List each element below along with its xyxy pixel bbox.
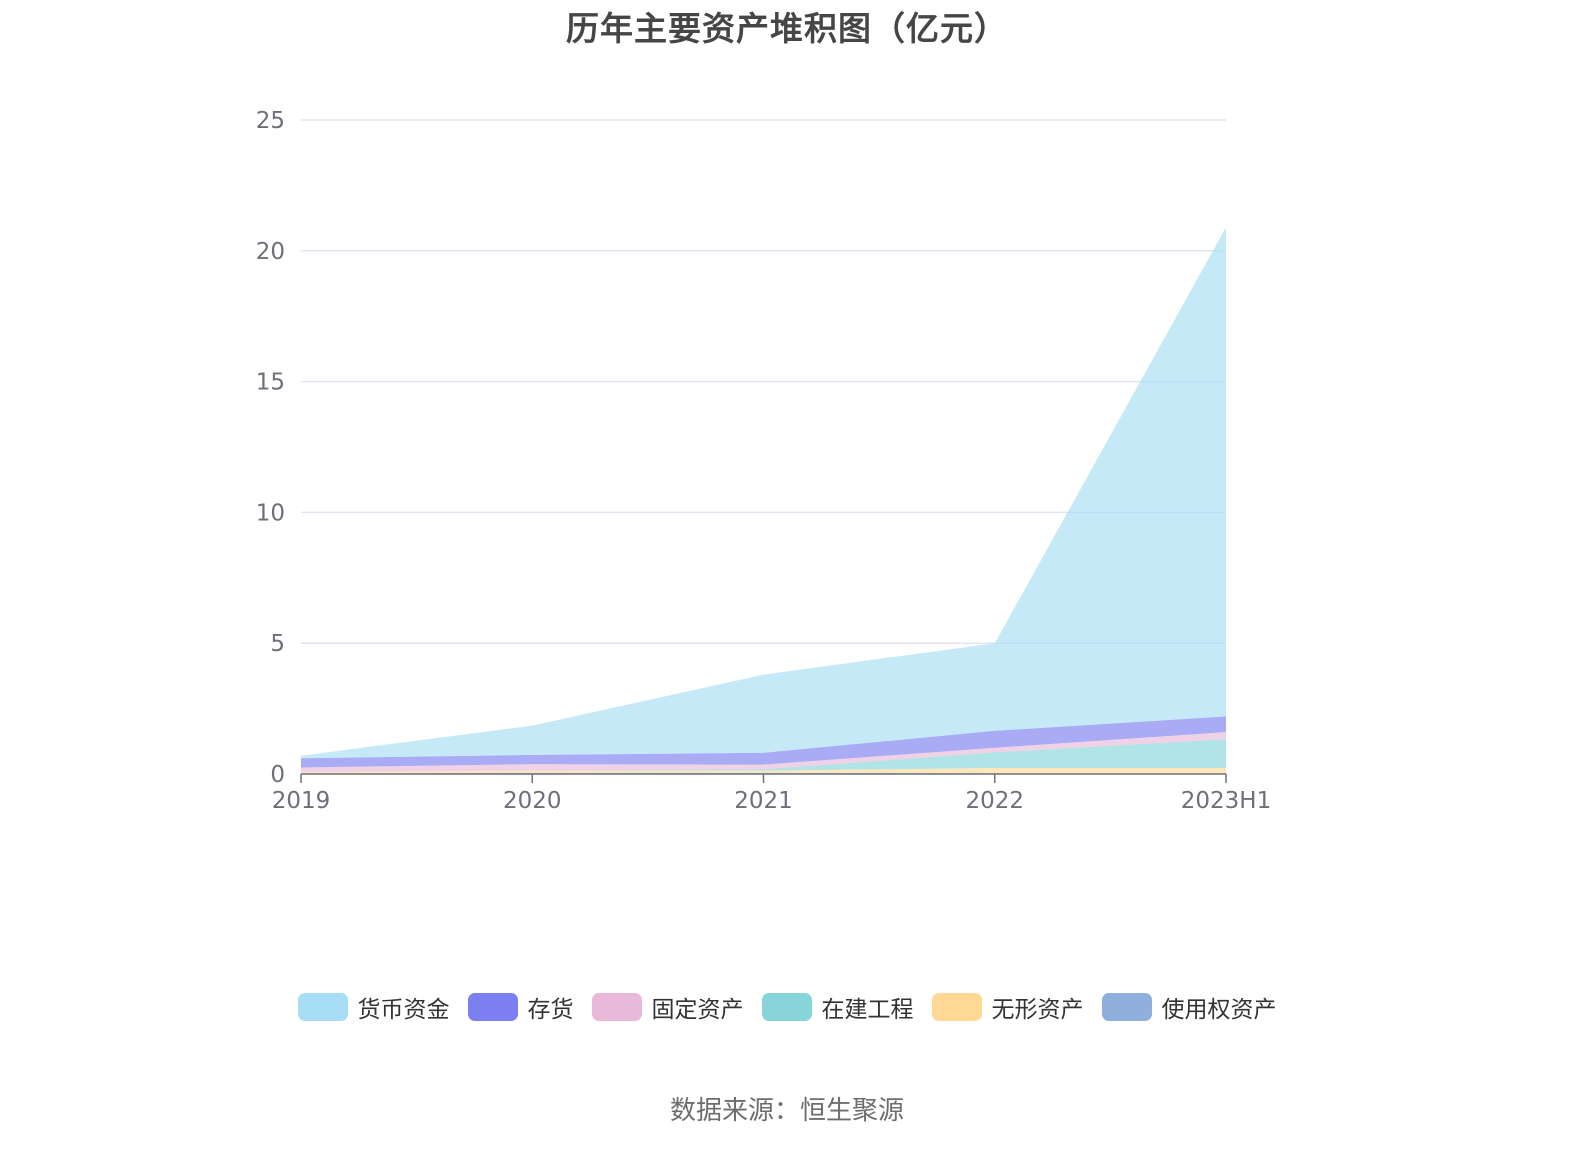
legend-item[interactable]: 货币资金: [297, 990, 450, 1024]
legend-item[interactable]: 无形资产: [931, 990, 1084, 1024]
area-货币资金: [301, 227, 1226, 759]
legend-label: 固定资产: [651, 997, 744, 1023]
legend-label: 在建工程: [821, 997, 914, 1023]
area-存货: [301, 716, 1226, 768]
axes: 0 5 10 15 20 25 2019 2020 2021 2022 2023H1: [256, 108, 1272, 814]
legend-label: 使用权资产: [1161, 997, 1277, 1023]
legend-swatch: [761, 993, 812, 1021]
x-tick-label: 2022: [965, 788, 1024, 814]
area-series: [301, 227, 1226, 774]
legend-swatch: [1101, 993, 1152, 1021]
y-tick-label: 25: [256, 108, 285, 134]
legend-label: 存货: [527, 997, 574, 1023]
legend: 货币资金 存货 固定资产 在建工程 无形资产 使用权资产: [0, 990, 1574, 1024]
x-tick-label: 2020: [503, 788, 562, 814]
legend-swatch: [467, 993, 518, 1021]
legend-item[interactable]: 固定资产: [591, 990, 744, 1024]
chart-title: 历年主要资产堆积图（亿元）: [566, 9, 1008, 48]
legend-item[interactable]: 在建工程: [761, 990, 914, 1024]
legend-swatch: [931, 993, 982, 1021]
legend-item[interactable]: 使用权资产: [1101, 990, 1277, 1024]
y-tick-label: 20: [256, 239, 285, 265]
x-tick-label: 2021: [734, 788, 793, 814]
y-tick-label: 15: [256, 370, 285, 396]
source-note: 数据来源：恒生聚源: [669, 1096, 904, 1126]
legend-label: 无形资产: [991, 997, 1084, 1023]
area-无形资产: [301, 768, 1226, 774]
y-tick-label: 0: [270, 762, 285, 788]
legend-swatch: [297, 993, 348, 1021]
legend-label: 货币资金: [357, 997, 450, 1023]
area-在建工程: [301, 739, 1226, 773]
legend-item[interactable]: 存货: [467, 990, 574, 1024]
y-tick-label: 10: [256, 500, 285, 526]
y-tick-label: 5: [270, 631, 285, 657]
x-tick-label: 2019: [272, 788, 331, 814]
area-固定资产: [301, 732, 1226, 773]
x-tick-label: 2023H1: [1181, 788, 1271, 814]
legend-swatch: [591, 993, 642, 1021]
